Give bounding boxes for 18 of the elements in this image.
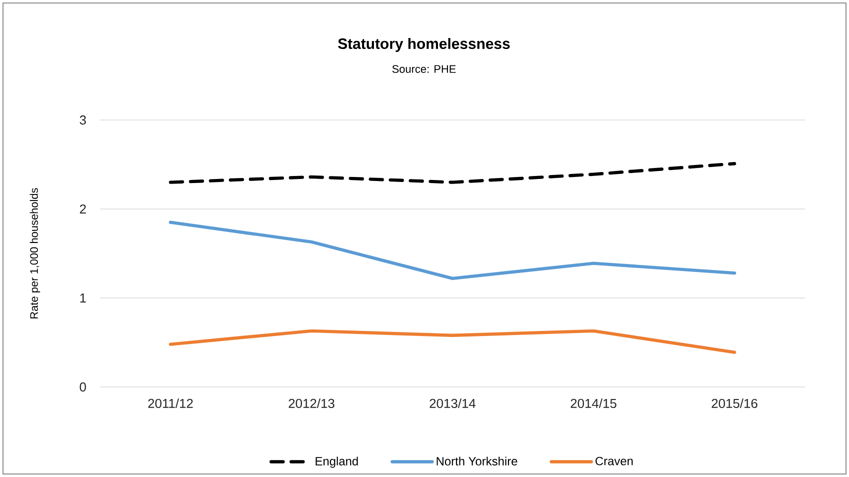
x-tick-label: 2011/12 (148, 398, 193, 408)
x-tick-label: 2012/13 (288, 398, 334, 408)
x-tick-label: 2014/15 (570, 398, 616, 408)
line-series (168, 329, 736, 354)
legend-label: England (316, 456, 358, 468)
line-series (168, 162, 736, 184)
y-tick-label: 2 (80, 204, 86, 214)
y-tick-label: 1 (80, 294, 86, 302)
legend-label: North Yorkshire (436, 456, 518, 466)
y-tick-label: 0 (80, 382, 86, 392)
y-axis-title: Rate per 1,000 households (30, 188, 40, 318)
chart-title: Statutory homelessness (338, 38, 510, 52)
legend-label: Craven (596, 456, 633, 466)
y-tick-label: 3 (80, 115, 86, 125)
chart-subtitle: Source: PHE (392, 65, 456, 73)
x-tick-label: 2015/16 (712, 398, 758, 408)
line-series (168, 220, 736, 280)
x-tick-label: 2013/14 (430, 398, 476, 408)
